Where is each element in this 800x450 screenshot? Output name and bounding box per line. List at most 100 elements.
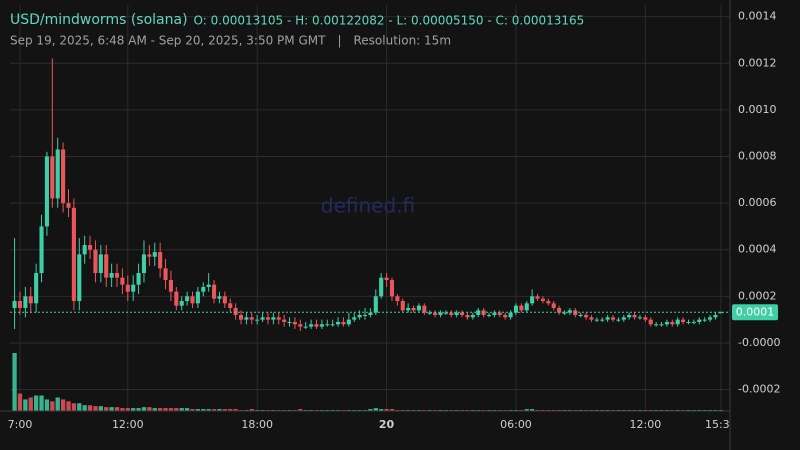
- y-tick-label: 0.0012: [738, 56, 777, 69]
- volume-bar: [184, 408, 190, 411]
- candle-body: [373, 296, 378, 313]
- candle-body: [659, 324, 664, 326]
- candle-body: [341, 321, 346, 325]
- candle-body: [470, 314, 475, 318]
- volume-bar: [163, 408, 168, 411]
- candle-body: [352, 317, 357, 320]
- candle-body: [131, 284, 136, 292]
- candle-body: [632, 314, 637, 318]
- candle-body: [168, 280, 173, 292]
- candle-body: [336, 321, 341, 325]
- volume-bar: [298, 409, 303, 411]
- volume-bar: [82, 405, 87, 411]
- candle-body: [66, 203, 71, 208]
- candle-body: [233, 307, 238, 315]
- candle-body: [438, 312, 443, 315]
- x-axis: 7:00 12:00 18:00 20 06:00 12:00 15:30: [8, 418, 730, 431]
- candle-body: [449, 312, 454, 315]
- candle-body: [384, 277, 389, 281]
- candle-body: [298, 324, 303, 327]
- volume-bar: [389, 409, 395, 411]
- y-tick-label: 0.0006: [738, 196, 777, 209]
- candle-body: [627, 314, 632, 318]
- y-tick-label: 0.0004: [738, 243, 777, 256]
- candle-body: [77, 254, 82, 301]
- candle-body: [433, 312, 438, 315]
- x-tick-label: 12:00: [630, 418, 662, 431]
- volume-bar: [136, 408, 141, 411]
- candle-body: [508, 312, 513, 318]
- volume-bar: [368, 409, 373, 411]
- candle-body: [255, 319, 260, 321]
- candle-body: [141, 254, 147, 274]
- candle-body: [109, 273, 114, 278]
- candle-body: [460, 312, 465, 315]
- candle-body: [238, 314, 244, 320]
- candle-body: [120, 277, 125, 285]
- candle-body: [104, 254, 109, 278]
- candle-body: [416, 305, 421, 311]
- x-tick-label: 12:00: [112, 418, 144, 431]
- volume-bar: [93, 406, 98, 411]
- candle-body: [605, 317, 610, 320]
- candle-body: [71, 207, 76, 301]
- x-tick-label: 20: [379, 418, 395, 431]
- candle-body: [686, 321, 691, 323]
- volume-bar: [529, 409, 535, 411]
- candle-body: [530, 296, 535, 304]
- candle-body: [319, 324, 324, 327]
- candle-body: [346, 319, 351, 325]
- candle-body: [368, 312, 373, 315]
- candle-body: [201, 287, 206, 292]
- x-tick-label: 06:00: [500, 418, 532, 431]
- candle-body: [578, 314, 583, 316]
- candle-body: [594, 319, 599, 321]
- candle-body: [681, 319, 686, 322]
- candle-body: [185, 296, 190, 301]
- candle-body: [443, 312, 448, 314]
- separator: |: [337, 34, 341, 48]
- candle-body: [702, 319, 707, 321]
- volume-bar: [228, 409, 233, 411]
- y-tick-label: 0.0002: [738, 289, 777, 302]
- candle-body: [643, 317, 648, 320]
- candle-body: [260, 317, 265, 320]
- candle-body: [82, 245, 87, 255]
- candle-body: [519, 305, 524, 311]
- candle-body: [362, 314, 368, 316]
- y-tick-label: -0.0000: [738, 336, 780, 349]
- x-tick-label: 7:00: [8, 418, 33, 431]
- candle-body: [697, 319, 702, 322]
- candle-body: [713, 314, 718, 318]
- volume-bar: [524, 409, 529, 411]
- volume-bar: [249, 409, 254, 411]
- chart-title: USD/mindworms (solana): [10, 12, 188, 28]
- candle-body: [125, 284, 130, 292]
- candle-body: [309, 324, 314, 327]
- candle-body: [551, 303, 556, 308]
- candle-body: [557, 307, 562, 313]
- volume-bar: [157, 408, 163, 411]
- date-range: Sep 19, 2025, 6:48 AM - Sep 20, 2025, 3:…: [10, 34, 326, 48]
- volume-bar: [141, 407, 147, 411]
- volume-bar: [50, 401, 55, 411]
- candle-body: [136, 273, 141, 285]
- volume-bar: [131, 408, 136, 411]
- volume-bar: [206, 409, 211, 411]
- candle-body: [427, 312, 432, 314]
- candle-body: [330, 324, 335, 326]
- candle-body: [147, 254, 152, 257]
- y-tick-label: 0.0010: [738, 103, 777, 116]
- candle-body: [114, 273, 120, 278]
- volume-bar: [373, 408, 378, 411]
- y-tick-label: 0.0014: [738, 10, 777, 23]
- candle-body: [691, 321, 696, 323]
- candle-body: [98, 254, 103, 274]
- volume-bar: [125, 408, 130, 411]
- candle-body: [664, 321, 669, 325]
- volume-bar: [55, 397, 60, 411]
- candle-body: [61, 149, 66, 204]
- candle-body: [190, 296, 195, 304]
